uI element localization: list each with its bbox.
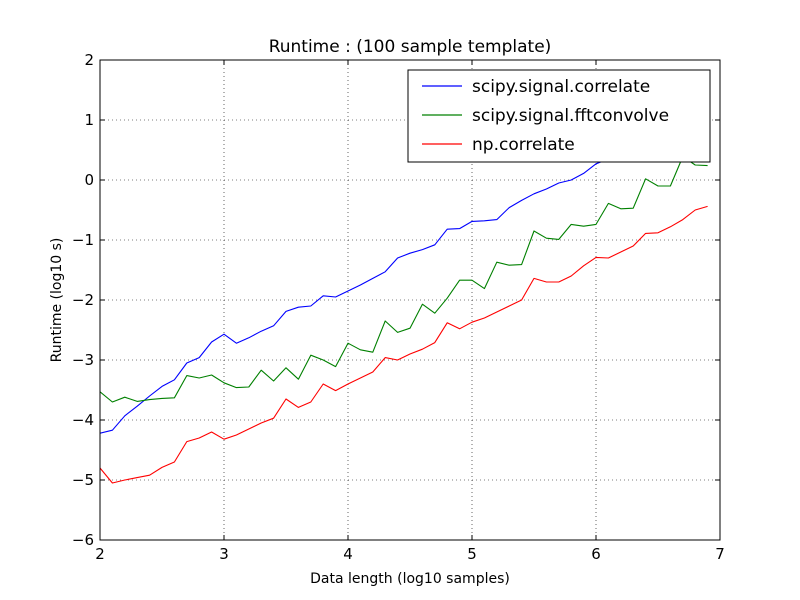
x-tick-label: 6: [591, 545, 601, 563]
ticks: 2 3 4 5 6 7 −6 −5 −4 −3 −2 −1 0 1 2: [72, 51, 725, 563]
series-line-scipy-signal-fftconvolve: [100, 156, 708, 403]
x-tick-label: 2: [95, 545, 105, 563]
y-tick-label: −1: [72, 231, 94, 249]
y-tick-label: −5: [72, 471, 94, 489]
y-tick-label: 2: [84, 51, 94, 69]
legend: scipy.signal.correlate scipy.signal.fftco…: [407, 69, 711, 163]
legend-label: np.correlate: [472, 135, 575, 155]
series-line-np-correlate: [100, 205, 708, 484]
y-tick-label: 1: [84, 111, 94, 129]
y-tick-label: −2: [72, 291, 94, 309]
y-tick-label: −6: [72, 531, 94, 549]
x-tick-label: 5: [467, 545, 477, 563]
legend-label: scipy.signal.correlate: [472, 77, 650, 97]
legend-label: scipy.signal.fftconvolve: [472, 106, 669, 126]
x-tick-label: 4: [343, 545, 353, 563]
y-axis-label: Runtime (log10 s): [49, 238, 65, 363]
y-tick-label: −4: [72, 411, 94, 429]
x-tick-label: 3: [219, 545, 229, 563]
legend-box: [407, 69, 711, 163]
y-tick-label: 0: [84, 171, 94, 189]
y-tick-label: −3: [72, 351, 94, 369]
x-axis-label: Data length (log10 samples): [310, 571, 510, 587]
x-tick-label: 7: [715, 545, 725, 563]
chart-title: Runtime : (100 sample template): [269, 37, 552, 57]
